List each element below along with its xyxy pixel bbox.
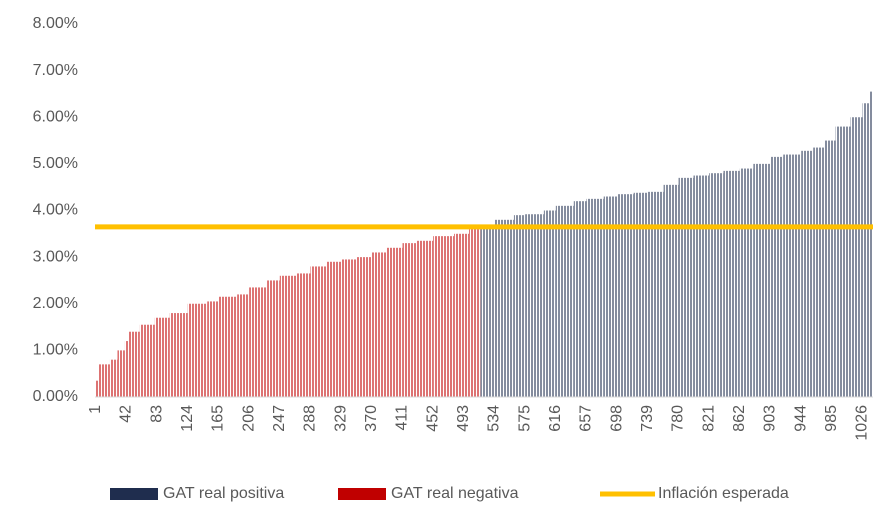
bar [356, 257, 372, 397]
bar [326, 261, 342, 397]
bar [862, 103, 870, 397]
bar [416, 240, 434, 397]
x-tick-label: 739 [639, 405, 656, 432]
bar [513, 215, 526, 397]
bar [586, 198, 604, 397]
x-tick-label: 370 [363, 405, 380, 432]
bar [709, 173, 724, 397]
x-tick-label: 616 [547, 405, 564, 432]
x-tick-label: 821 [700, 405, 717, 432]
bar [647, 191, 664, 397]
bar [739, 168, 754, 397]
bar [617, 194, 634, 397]
bar [813, 147, 825, 397]
bar [218, 296, 238, 397]
legend-label: GAT real positiva [163, 485, 284, 502]
x-tick-label: 1 [87, 405, 104, 414]
bar [402, 243, 417, 397]
bar [824, 140, 836, 397]
bar [869, 91, 873, 397]
x-tick-label: 944 [792, 405, 809, 432]
bar [154, 317, 170, 397]
bar [128, 331, 140, 397]
x-tick-label: 329 [332, 405, 349, 432]
x-tick-label: 452 [424, 405, 441, 432]
x-tick-label: 124 [179, 405, 196, 432]
bar [543, 210, 556, 397]
x-tick-label: 288 [302, 405, 319, 432]
bar [525, 214, 544, 397]
x-tick-label: 903 [762, 405, 779, 432]
x-tick-label: 575 [516, 405, 533, 432]
bar [95, 380, 99, 397]
bar [723, 170, 740, 397]
bar [249, 287, 268, 397]
bar [573, 201, 587, 397]
x-tick-label: 206 [240, 405, 257, 432]
bar [296, 273, 311, 397]
y-tick-label: 8.00% [33, 15, 78, 32]
y-tick-label: 2.00% [33, 295, 78, 312]
x-tick-label: 42 [118, 405, 135, 423]
bar [169, 313, 188, 397]
legend-swatch [110, 488, 158, 500]
bar [386, 247, 403, 397]
x-tick-label: 780 [670, 405, 687, 432]
x-tick-label: 493 [455, 405, 472, 432]
x-tick-label: 1026 [854, 405, 871, 441]
legend-label: GAT real negativa [391, 485, 519, 502]
bar [341, 259, 357, 397]
x-tick-label: 657 [578, 405, 595, 432]
y-tick-label: 7.00% [33, 62, 78, 79]
bar [310, 266, 327, 397]
y-tick-label: 3.00% [33, 248, 78, 265]
bar [187, 303, 208, 397]
y-tick-label: 6.00% [33, 108, 78, 125]
y-tick-label: 0.00% [33, 388, 78, 405]
bar [139, 324, 155, 397]
x-tick-label: 534 [486, 405, 503, 432]
bar [678, 177, 694, 397]
bar [633, 192, 648, 397]
bar [279, 275, 297, 397]
bar [98, 364, 110, 397]
bar [117, 350, 125, 397]
x-tick-label: 411 [394, 405, 411, 431]
x-tick-label: 985 [823, 405, 840, 432]
legend-label: Inflación esperada [658, 485, 789, 502]
legend-swatch [338, 488, 386, 500]
bar [267, 280, 280, 397]
x-tick-label: 83 [148, 405, 165, 423]
x-tick-label: 165 [210, 405, 227, 432]
bar [555, 205, 574, 397]
y-tick-label: 5.00% [33, 155, 78, 172]
bar [469, 229, 481, 397]
bar [850, 117, 863, 397]
y-tick-label: 1.00% [33, 342, 78, 359]
bar [693, 175, 710, 397]
bar [237, 294, 250, 397]
bar [753, 163, 771, 397]
x-tick-label: 862 [731, 405, 748, 432]
x-tick-label: 698 [608, 405, 625, 432]
x-tick-label: 247 [271, 405, 288, 432]
bar [207, 301, 219, 397]
bar [835, 126, 851, 397]
bar [124, 341, 129, 397]
bar [663, 184, 679, 397]
bar [770, 156, 784, 397]
bar [603, 196, 618, 397]
y-tick-label: 4.00% [33, 202, 78, 219]
bar [480, 226, 495, 397]
bar [783, 154, 802, 397]
bar [801, 150, 814, 397]
bar [371, 252, 387, 397]
bar [109, 359, 118, 397]
bar [433, 236, 455, 397]
bar [494, 219, 514, 397]
bar [454, 233, 470, 397]
